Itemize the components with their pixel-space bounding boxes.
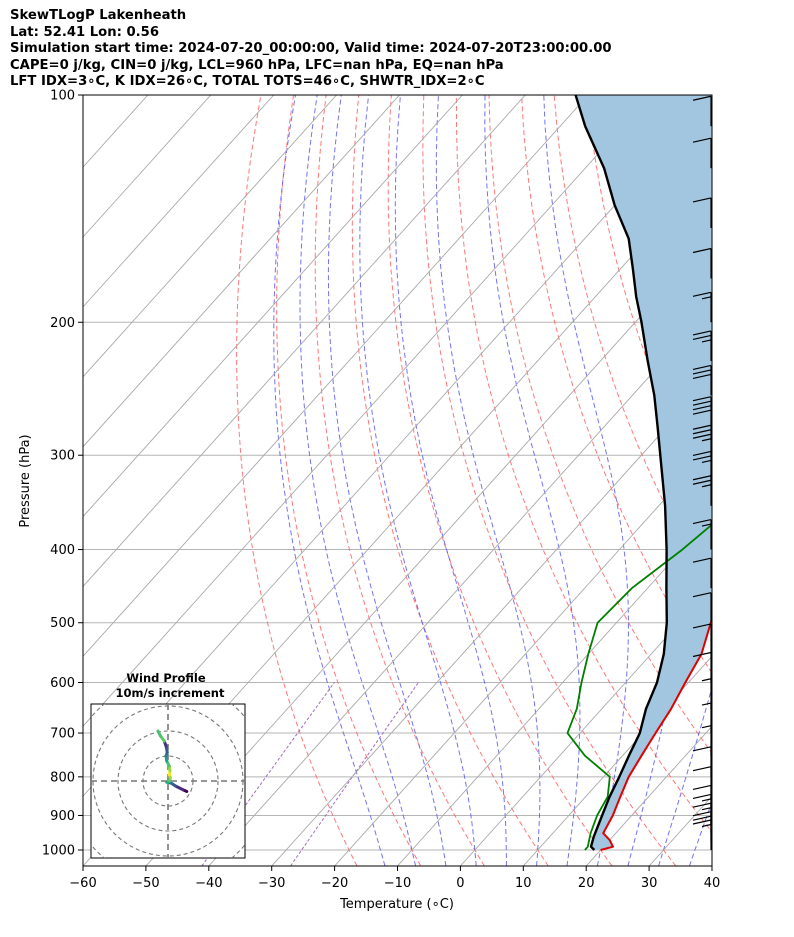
x-tick-label: −60 xyxy=(69,876,96,891)
wind-barbs xyxy=(692,95,712,851)
isotherm-line xyxy=(145,236,712,866)
moist-adiabat xyxy=(359,95,477,866)
wind-barb xyxy=(692,364,712,396)
wind-barb xyxy=(692,197,712,228)
wind-barb xyxy=(692,330,712,361)
dry-adiabat xyxy=(521,95,712,674)
dry-adiabat xyxy=(750,95,794,866)
isotherm-line xyxy=(83,95,589,658)
hodograph-subtitle: 10m/s increment xyxy=(116,686,225,700)
x-tick-label: 20 xyxy=(578,876,595,891)
dry-adiabat xyxy=(276,95,422,866)
wind-barb xyxy=(692,450,712,482)
isotherm-line xyxy=(271,376,712,866)
wind-barb xyxy=(692,746,712,777)
wind-barb xyxy=(692,424,712,456)
wind-barb xyxy=(692,592,712,623)
hodograph-segment xyxy=(156,729,162,738)
cin-fill-area xyxy=(575,95,712,850)
location-line: Lat: 52.41 Lon: 0.56 xyxy=(10,24,160,40)
isotherm-line xyxy=(83,95,526,588)
moist-adiabat xyxy=(484,95,581,866)
x-tick-label: −20 xyxy=(321,876,348,891)
wind-barb xyxy=(692,623,712,654)
y-tick-label: 800 xyxy=(50,770,75,785)
x-tick-label: 30 xyxy=(641,876,658,891)
y-tick-label: 1000 xyxy=(42,844,75,859)
isotherm-line xyxy=(460,585,712,866)
temperature-profile-line xyxy=(600,616,712,851)
y-tick-label: 400 xyxy=(50,543,75,558)
time-line: Simulation start time: 2024-07-20_00:00:… xyxy=(10,41,612,56)
isotherm-line xyxy=(711,865,712,866)
moist-adiabat xyxy=(327,95,447,866)
x-tick-label: 10 xyxy=(515,876,532,891)
wind-barb xyxy=(692,651,712,683)
x-axis-label: Temperature (∘C) xyxy=(339,897,454,912)
hodograph-ring xyxy=(117,730,219,832)
hodograph-title: Wind Profile xyxy=(126,671,206,685)
y-axis-label: Pressure (hPa) xyxy=(18,434,33,527)
isotherm-line xyxy=(83,95,212,238)
y-tick-label: 900 xyxy=(50,809,75,824)
wind-barb xyxy=(692,518,712,550)
wind-barb xyxy=(692,475,712,506)
moist-adiabat xyxy=(273,95,386,866)
wind-barb xyxy=(692,247,712,279)
isotherm-line xyxy=(83,95,463,518)
dry-adiabat xyxy=(717,95,794,866)
indices-line-1: CAPE=0 j/kg, CIN=0 j/kg, LCL=960 hPa, LF… xyxy=(10,57,504,73)
isotherm-line xyxy=(83,95,275,308)
wind-barb xyxy=(692,819,712,851)
wind-barb xyxy=(692,95,712,127)
isotherm-line xyxy=(585,725,712,866)
wind-barb xyxy=(701,678,712,709)
moist-adiabat xyxy=(543,95,629,866)
parcel-profile-line xyxy=(574,95,668,851)
dewpoint-profile-line xyxy=(566,523,712,851)
y-tick-label: 200 xyxy=(50,316,75,331)
wind-barb xyxy=(692,137,712,169)
y-tick-label: 600 xyxy=(50,676,75,691)
dry-adiabat xyxy=(422,95,677,866)
mixing-ratio-line xyxy=(201,682,335,866)
dry-adiabat xyxy=(236,95,358,866)
wind-barb xyxy=(692,557,712,589)
y-tick-label: 700 xyxy=(50,727,75,742)
x-tick-label: −30 xyxy=(258,876,285,891)
x-tick-label: −50 xyxy=(132,876,159,891)
hodograph-inset: Wind Profile 10m/s increment xyxy=(90,671,246,859)
moist-adiabat xyxy=(394,95,507,866)
chart-header: SkewTLogP Lakenheath Lat: 52.41 Lon: 0.5… xyxy=(10,8,612,91)
dry-adiabat xyxy=(387,95,613,866)
wind-barb xyxy=(692,291,712,323)
moist-adiabat xyxy=(720,95,794,866)
data-layer xyxy=(566,95,712,851)
y-tick-label: 500 xyxy=(50,616,75,631)
indices-line-2: LFT IDX=3∘C, K IDX=26∘C, TOTAL TOTS=46∘C… xyxy=(10,74,485,89)
isotherm-line xyxy=(397,515,712,866)
moist-adiabat xyxy=(658,685,712,866)
x-tick-label: 40 xyxy=(704,876,721,891)
dry-adiabat xyxy=(314,95,485,866)
moist-adiabat xyxy=(299,95,417,866)
x-tick-label: 0 xyxy=(456,876,464,891)
y-tick-label: 300 xyxy=(50,449,75,464)
dry-adiabat xyxy=(351,95,549,866)
isotherm-line xyxy=(83,95,652,727)
y-tick-label: 100 xyxy=(50,89,75,104)
chart-title: SkewTLogP Lakenheath xyxy=(10,8,187,23)
wind-barb xyxy=(692,766,712,797)
wind-barb xyxy=(692,396,712,427)
x-tick-label: −10 xyxy=(384,876,411,891)
moist-adiabat xyxy=(752,95,794,866)
isotherm-line xyxy=(83,95,400,448)
isotherm-line xyxy=(208,306,712,866)
mixing-ratio-line xyxy=(290,682,419,866)
x-tick-label: −40 xyxy=(195,876,222,891)
axis-layer: −60 −50 −40 −30 −20 −10 0 10 20 30 40 100 200 300 400 5… xyxy=(42,89,720,892)
isotherm-line xyxy=(83,95,337,378)
dry-adiabat xyxy=(782,95,794,866)
